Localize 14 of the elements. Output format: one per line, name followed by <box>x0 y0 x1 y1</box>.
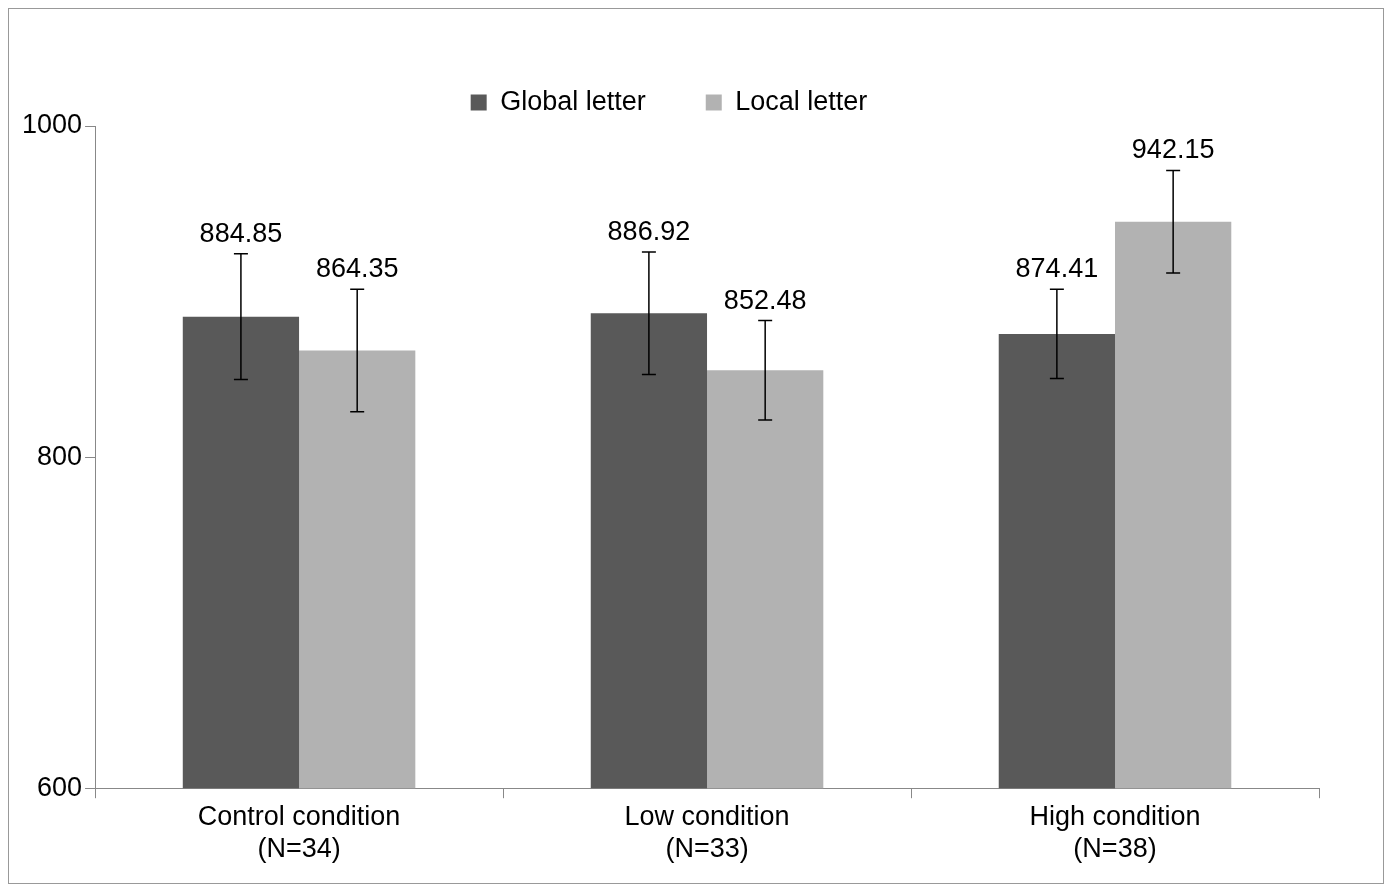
y-tick-label: 600 <box>37 771 83 802</box>
data-label: 864.35 <box>315 253 399 284</box>
x-tick-label: Low condition (N=33) <box>624 800 790 864</box>
x-tick-label: High condition (N=38) <box>1029 800 1201 864</box>
data-label: 942.15 <box>1131 134 1215 165</box>
data-label: 874.41 <box>1015 253 1099 284</box>
y-tick-label: 800 <box>37 440 83 471</box>
y-tick-label: 1000 <box>21 109 83 140</box>
legend-label: Global letter <box>500 85 646 116</box>
data-label: 886.92 <box>607 215 691 246</box>
x-tick-label: Control condition (N=34) <box>197 800 401 864</box>
legend-label: Local letter <box>735 85 868 116</box>
data-label: 884.85 <box>199 217 283 248</box>
data-label: 852.48 <box>723 284 807 315</box>
